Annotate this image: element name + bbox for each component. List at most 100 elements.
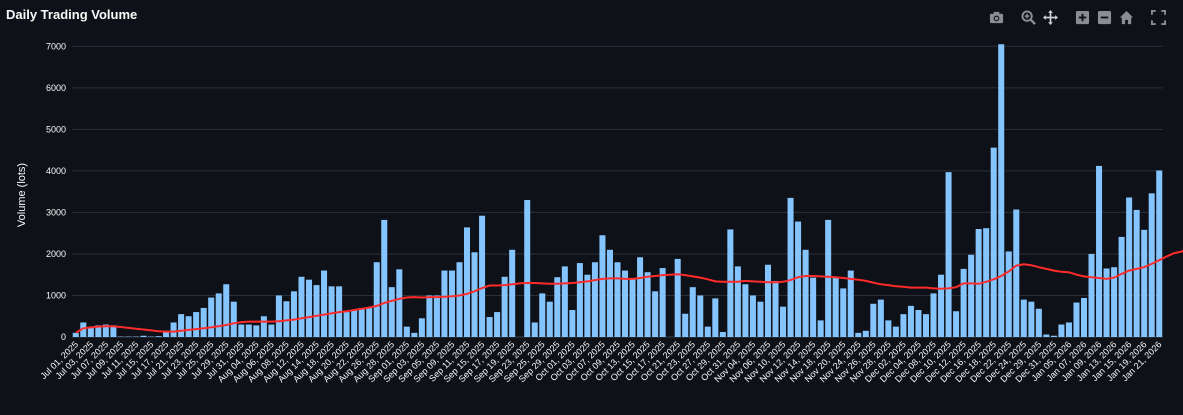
volume-bar[interactable] [900, 314, 907, 337]
volume-bar[interactable] [907, 305, 914, 337]
volume-bar[interactable] [968, 254, 975, 337]
volume-bar[interactable] [652, 291, 659, 337]
volume-bar[interactable] [140, 335, 147, 337]
volume-bar[interactable] [72, 332, 79, 337]
volume-bar[interactable] [855, 332, 862, 337]
volume-bar[interactable] [163, 330, 170, 337]
volume-bar[interactable] [546, 301, 553, 337]
volume-bar[interactable] [1065, 322, 1072, 337]
volume-bar[interactable] [433, 295, 440, 337]
volume-bar[interactable] [170, 322, 177, 337]
volume-bar[interactable] [915, 310, 922, 337]
volume-bar[interactable] [290, 291, 297, 337]
volume-bar[interactable] [418, 318, 425, 337]
volume-bar[interactable] [606, 249, 613, 337]
volume-bar[interactable] [637, 257, 644, 337]
volume-bar[interactable] [689, 287, 696, 337]
volume-bar[interactable] [862, 330, 869, 337]
volume-bar[interactable] [1126, 197, 1133, 337]
volume-bar[interactable] [990, 147, 997, 337]
volume-bar[interactable] [351, 310, 358, 337]
volume-bar[interactable] [306, 279, 313, 337]
volume-bar[interactable] [313, 285, 320, 337]
volume-bar[interactable] [1133, 209, 1140, 337]
volume-bar[interactable] [238, 324, 245, 337]
volume-bar[interactable] [471, 252, 478, 337]
volume-bar[interactable] [938, 274, 945, 337]
camera-icon[interactable] [985, 8, 1007, 26]
volume-bar[interactable] [622, 270, 629, 337]
volume-bar[interactable] [208, 297, 215, 337]
volume-bar[interactable] [155, 336, 162, 337]
volume-bar[interactable] [381, 219, 388, 337]
volume-bar[interactable] [576, 263, 583, 337]
volume-bar[interactable] [922, 314, 929, 337]
volume-bar[interactable] [825, 219, 832, 337]
volume-bar[interactable] [584, 274, 591, 337]
volume-bar[interactable] [524, 199, 531, 337]
volume-bar[interactable] [1013, 209, 1020, 337]
volume-bar[interactable] [614, 262, 621, 337]
volume-bar[interactable] [358, 307, 365, 337]
volume-bar[interactable] [840, 288, 847, 337]
volume-bar[interactable] [1043, 334, 1050, 337]
volume-bar[interactable] [810, 277, 817, 337]
volume-bar[interactable] [479, 215, 486, 337]
volume-bar[interactable] [764, 264, 771, 337]
volume-bar[interactable] [704, 326, 711, 337]
volume-bar[interactable] [757, 301, 764, 337]
volume-bar[interactable] [178, 314, 185, 337]
volume-bar[interactable] [960, 268, 967, 337]
volume-bar[interactable] [456, 262, 463, 337]
volume-bar[interactable] [441, 270, 448, 337]
volume-bar[interactable] [509, 249, 516, 337]
volume-bar[interactable] [892, 326, 899, 337]
volume-bar[interactable] [102, 324, 109, 337]
volume-bar[interactable] [795, 221, 802, 337]
volume-bar[interactable] [411, 332, 418, 337]
volume-bar[interactable] [780, 306, 787, 337]
volume-bar[interactable] [659, 268, 666, 337]
volume-bar[interactable] [569, 310, 576, 337]
volume-bar[interactable] [539, 293, 546, 337]
volume-bar[interactable] [396, 269, 403, 337]
volume-bar[interactable] [1050, 335, 1057, 337]
volume-bar[interactable] [95, 325, 102, 337]
volume-bar[interactable] [712, 298, 719, 337]
volume-bar[interactable] [298, 276, 305, 337]
volume-bar[interactable] [223, 284, 230, 337]
volume-bar[interactable] [742, 284, 749, 337]
volume-bar[interactable] [426, 295, 433, 337]
volume-bar[interactable] [1088, 253, 1095, 337]
volume-bar[interactable] [366, 307, 373, 337]
volume-bar[interactable] [561, 266, 568, 337]
volume-bar[interactable] [674, 258, 681, 337]
volume-bar[interactable] [847, 270, 854, 337]
volume-bar[interactable] [87, 327, 94, 337]
volume-bar[interactable] [1020, 299, 1027, 337]
volume-bar[interactable] [802, 249, 809, 337]
volume-bar[interactable] [373, 262, 380, 337]
volume-bar[interactable] [870, 303, 877, 337]
volume-bar[interactable] [697, 295, 704, 337]
volume-bar[interactable] [343, 312, 350, 337]
pan-icon[interactable] [1039, 8, 1061, 26]
volume-bar[interactable] [501, 276, 508, 337]
volume-bar[interactable] [1118, 236, 1125, 337]
volume-bar[interactable] [1103, 268, 1110, 337]
volume-bar[interactable] [719, 332, 726, 337]
volume-bar[interactable] [448, 270, 455, 337]
volume-bar[interactable] [1156, 170, 1163, 337]
volume-bar[interactable] [321, 270, 328, 337]
volume-bar[interactable] [486, 317, 493, 337]
volume-bar[interactable] [328, 286, 335, 337]
volume-bar[interactable] [245, 324, 252, 337]
volume-bar[interactable] [817, 320, 824, 337]
fullscreen-icon[interactable] [1147, 8, 1169, 26]
volume-bar[interactable] [531, 322, 538, 337]
volume-bar[interactable] [275, 295, 282, 337]
volume-bar[interactable] [1096, 165, 1103, 337]
volume-bar[interactable] [682, 313, 689, 337]
volume-bar[interactable] [1111, 267, 1118, 337]
volume-bar[interactable] [772, 280, 779, 337]
